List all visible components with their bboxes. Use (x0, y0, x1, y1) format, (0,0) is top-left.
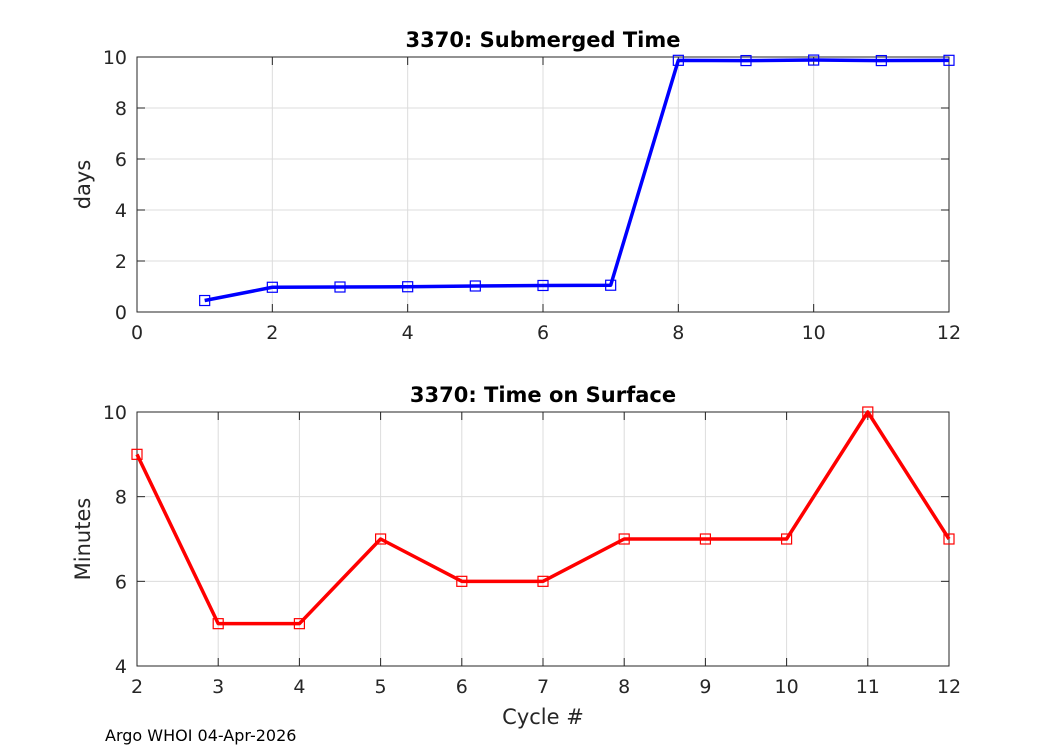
y-tick-label: 4 (115, 656, 127, 678)
x-tick-label: 10 (775, 676, 799, 698)
x-tick-label: 6 (456, 676, 468, 698)
x-tick-label: 4 (402, 322, 414, 344)
x-tick-label: 11 (856, 676, 880, 698)
x-tick-label: 5 (375, 676, 387, 698)
x-tick-label: 4 (293, 676, 305, 698)
data-point-marker (740, 54, 752, 67)
y-tick-label: 6 (115, 149, 127, 171)
chart-title: 3370: Submerged Time (405, 28, 680, 52)
data-point-marker (375, 533, 387, 545)
data-point-marker (537, 575, 549, 587)
y-tick-label: 8 (115, 487, 127, 509)
data-point-marker (875, 54, 887, 67)
y-tick-label: 4 (115, 200, 127, 222)
y-tick-label: 2 (115, 251, 127, 273)
y-axis-label: days (71, 160, 95, 210)
x-axis-label: Cycle # (502, 705, 584, 729)
data-point-marker (943, 54, 955, 66)
x-tick-label: 2 (266, 322, 278, 344)
data-point-marker (212, 618, 224, 630)
data-point-marker (699, 533, 712, 545)
surface-time-chart: 2 3 4 5 6 7 8 9 10 11 12 4 6 8 10 3370: Time on Surface… (71, 383, 961, 729)
x-tick-label: 3 (212, 676, 224, 698)
data-point-marker (402, 281, 414, 293)
data-point-marker (266, 281, 278, 293)
x-tick-label: 10 (802, 322, 826, 344)
data-point-marker (605, 279, 617, 291)
chart-title: 3370: Time on Surface (410, 383, 676, 407)
y-axis-label: Minutes (71, 498, 95, 581)
data-point-marker (780, 533, 793, 545)
data-point-marker (469, 280, 481, 292)
series-line (135, 410, 951, 626)
x-tick-label: 0 (131, 322, 143, 344)
series-line (204, 58, 950, 303)
data-point-marker (862, 406, 874, 418)
y-tick-label: 10 (103, 47, 127, 69)
data-point-marker (293, 618, 305, 630)
x-tick-label: 7 (537, 676, 549, 698)
x-tick-label: 6 (537, 322, 549, 344)
x-tick-label: 8 (672, 322, 684, 344)
y-tick-label: 8 (115, 98, 127, 120)
data-point-marker (943, 533, 955, 545)
footer-text: Argo WHOI 04-Apr-2026 (105, 726, 296, 745)
x-tick-label: 12 (937, 676, 961, 698)
x-tick-label: 12 (937, 322, 961, 344)
x-tick-label: 8 (618, 676, 630, 698)
data-point-marker (537, 279, 549, 292)
data-point-marker (618, 533, 630, 545)
y-tick-label: 0 (115, 302, 127, 324)
data-point-marker (808, 54, 820, 66)
data-point-marker (199, 294, 211, 307)
data-point-marker (456, 575, 468, 587)
x-tick-label: 2 (131, 676, 143, 698)
y-tick-label: 6 (115, 571, 127, 593)
y-tick-label: 10 (103, 402, 127, 424)
data-point-marker (672, 54, 684, 66)
data-point-marker (334, 281, 346, 293)
x-tick-label: 9 (699, 676, 711, 698)
submerged-time-chart: 0 2 4 6 8 10 12 0 2 4 6 8 10 3370: Submerged Time days (71, 28, 961, 344)
data-point-marker (131, 448, 143, 460)
